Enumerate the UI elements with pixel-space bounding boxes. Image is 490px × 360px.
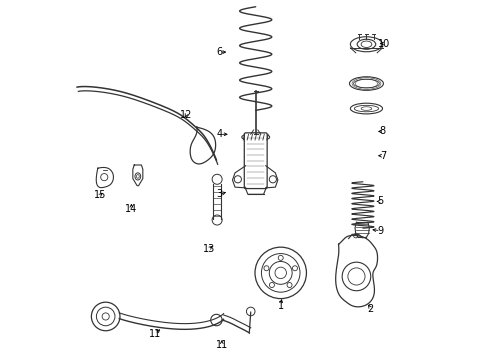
Circle shape (275, 267, 287, 279)
Text: 4: 4 (217, 129, 223, 139)
FancyBboxPatch shape (245, 133, 267, 189)
Text: 1: 1 (278, 301, 284, 311)
Text: 13: 13 (203, 244, 216, 253)
Ellipse shape (361, 41, 372, 48)
Circle shape (262, 253, 300, 292)
Ellipse shape (242, 133, 270, 141)
Ellipse shape (354, 79, 379, 88)
Ellipse shape (350, 37, 383, 52)
Circle shape (246, 307, 255, 316)
Text: 12: 12 (180, 110, 192, 120)
Text: 15: 15 (94, 190, 106, 200)
Text: 9: 9 (378, 226, 384, 236)
Text: 6: 6 (216, 47, 222, 57)
Text: 3: 3 (216, 189, 222, 199)
Ellipse shape (354, 105, 379, 112)
Circle shape (270, 283, 274, 288)
Circle shape (270, 176, 276, 183)
Circle shape (264, 266, 269, 271)
Circle shape (100, 174, 108, 181)
Circle shape (97, 307, 115, 326)
Ellipse shape (357, 39, 376, 49)
Text: 8: 8 (380, 126, 386, 136)
Circle shape (348, 268, 365, 285)
Circle shape (255, 247, 306, 298)
Text: 7: 7 (380, 151, 386, 161)
Circle shape (92, 302, 120, 331)
Circle shape (342, 262, 371, 291)
Ellipse shape (349, 77, 383, 90)
Text: 11: 11 (149, 329, 161, 339)
Ellipse shape (361, 107, 372, 111)
Text: 5: 5 (378, 197, 384, 206)
Text: 11: 11 (216, 340, 228, 350)
Circle shape (234, 176, 242, 183)
Ellipse shape (136, 175, 139, 178)
Circle shape (287, 283, 292, 288)
Ellipse shape (135, 173, 141, 180)
Circle shape (354, 234, 358, 238)
Circle shape (212, 215, 222, 225)
Circle shape (212, 174, 222, 184)
Text: 10: 10 (378, 39, 391, 49)
Text: 14: 14 (125, 203, 138, 213)
Circle shape (278, 255, 283, 260)
Circle shape (270, 261, 292, 284)
Text: 2: 2 (368, 303, 374, 314)
Circle shape (293, 266, 297, 271)
Ellipse shape (350, 103, 383, 114)
Circle shape (102, 313, 109, 320)
Circle shape (211, 314, 222, 326)
